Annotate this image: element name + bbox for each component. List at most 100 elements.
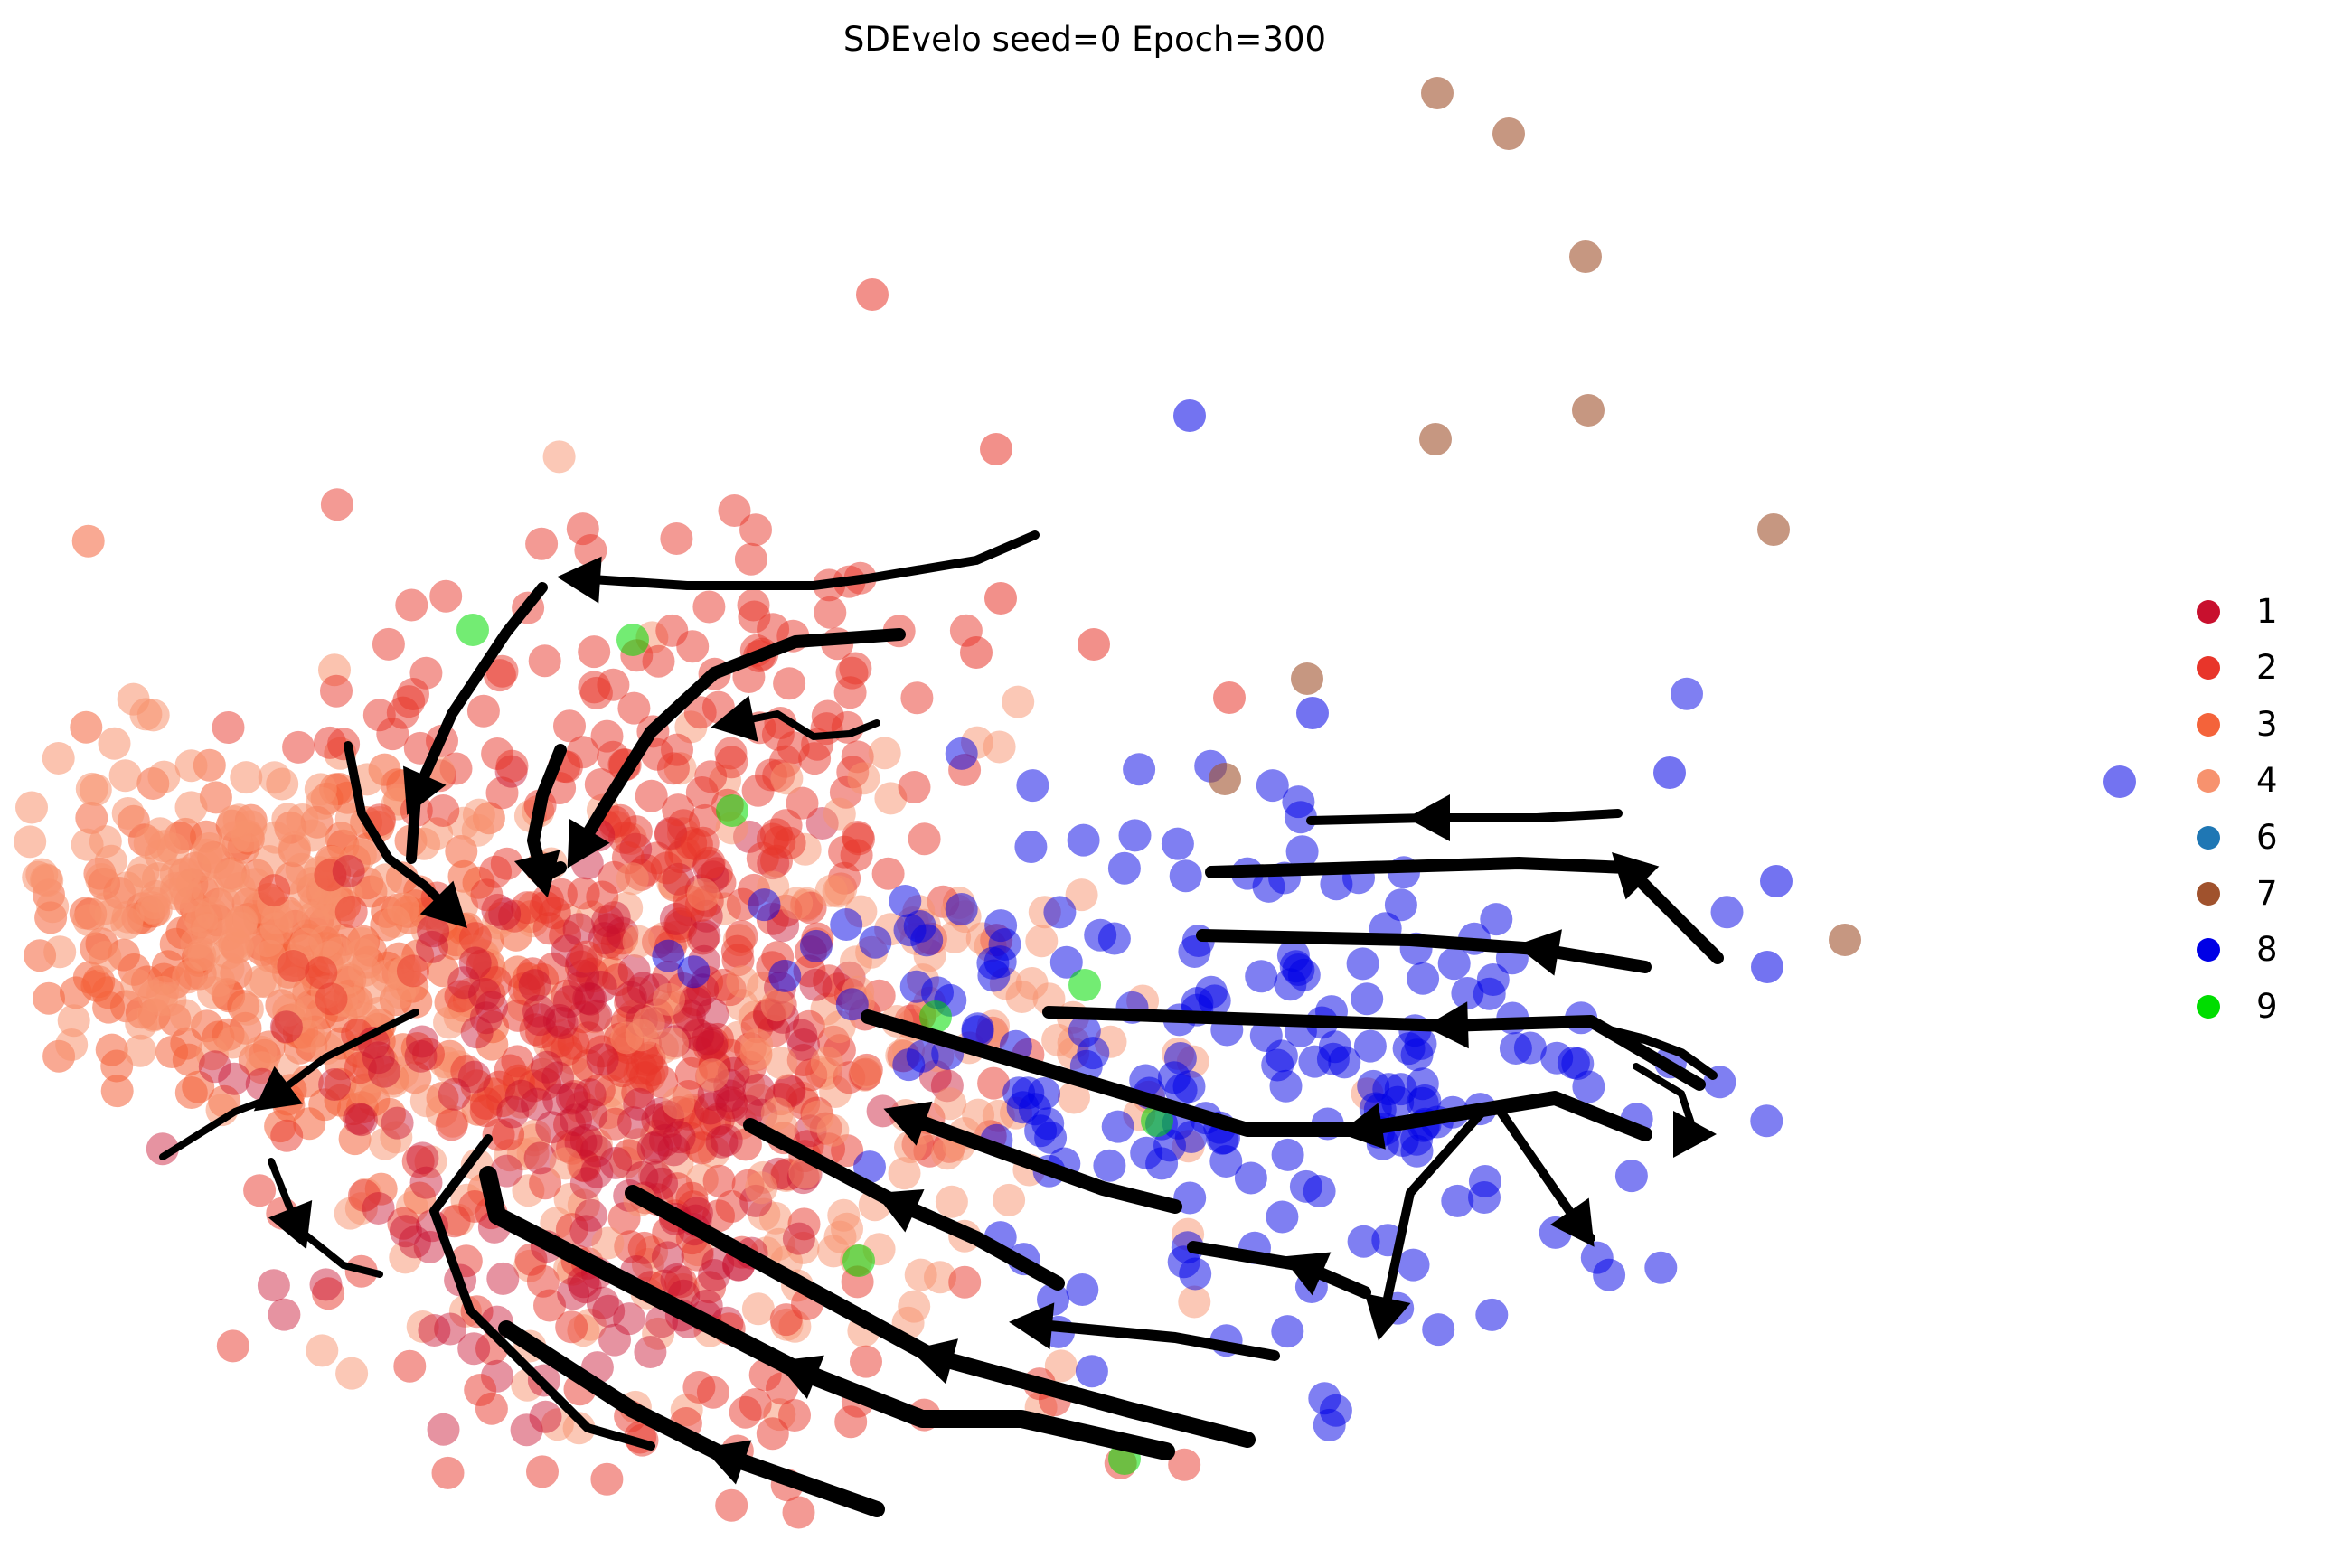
cell-point-1	[634, 1336, 667, 1368]
cell-point-3	[182, 1070, 215, 1103]
cell-point-2	[778, 1399, 811, 1432]
cell-point-8	[1296, 697, 1329, 729]
cell-point-8	[1580, 1241, 1614, 1274]
cell-point-1	[613, 1302, 646, 1336]
cell-point-8	[799, 929, 833, 962]
cell-point-8	[893, 914, 927, 947]
cell-point-2	[412, 1038, 445, 1071]
stream-line	[729, 710, 880, 740]
cell-point-4	[243, 965, 277, 998]
stream-line	[498, 1320, 885, 1517]
cell-point-4	[172, 961, 205, 994]
cell-point-2	[693, 1271, 727, 1304]
cell-point-2	[1078, 628, 1110, 661]
cell-point-2	[438, 1205, 471, 1238]
cell-point-4	[726, 965, 759, 998]
cell-point-1	[510, 1413, 543, 1447]
cell-point-9	[842, 1244, 875, 1277]
cell-point-2	[501, 999, 534, 1032]
cell-point-2	[761, 718, 795, 751]
cell-point-2	[558, 1080, 591, 1113]
cell-point-8	[1313, 1408, 1346, 1441]
cell-point-4	[686, 878, 720, 911]
cell-point-4	[108, 759, 142, 793]
cell-point-1	[362, 1192, 395, 1225]
cell-point-4	[934, 1087, 967, 1121]
cell-point-8	[1441, 1184, 1474, 1217]
velocity-streamlines	[159, 530, 1724, 1517]
cell-point-8	[1101, 1110, 1134, 1143]
cell-point-4	[1025, 925, 1059, 958]
cell-point-2	[635, 779, 668, 812]
cell-point-2	[871, 857, 905, 890]
cell-point-8	[906, 1039, 939, 1073]
cell-point-1	[406, 1141, 439, 1175]
cell-point-4	[217, 1026, 249, 1059]
cell-point-1	[695, 1028, 729, 1062]
cell-point-2	[681, 1238, 714, 1272]
cell-point-8	[1653, 756, 1686, 789]
cell-point-8	[1289, 1169, 1322, 1203]
cell-point-4	[1015, 967, 1049, 1000]
cell-point-4	[962, 1098, 995, 1131]
cell-point-8	[1161, 827, 1194, 860]
cell-point-8	[2103, 765, 2136, 798]
cell-point-2	[835, 656, 869, 690]
cell-point-1	[575, 1098, 608, 1131]
stream-line	[574, 530, 1040, 590]
cell-point-4	[230, 761, 263, 794]
cell-point-1	[579, 999, 613, 1032]
cell-point-1	[692, 1022, 724, 1056]
cell-point-8	[1018, 1093, 1051, 1126]
cell-point-9	[616, 624, 649, 656]
cell-point-4	[610, 1021, 644, 1055]
cell-point-2	[532, 912, 566, 945]
cell-point-2	[444, 980, 477, 1013]
cell-point-9	[1068, 969, 1101, 1001]
stream-line	[1025, 1319, 1280, 1361]
cell-point-4	[519, 1119, 551, 1152]
cell-point-4	[549, 1147, 582, 1180]
cell-point-8	[1285, 835, 1319, 869]
cell-point-4	[868, 737, 901, 770]
cell-point-4	[1044, 1349, 1078, 1383]
cell-point-2	[485, 776, 519, 810]
cell-point-4	[642, 1317, 675, 1350]
cell-point-2	[387, 1207, 420, 1240]
cell-point-2	[813, 964, 846, 998]
cell-point-2	[756, 1417, 789, 1451]
cell-point-3	[447, 859, 481, 893]
cell-point-1	[535, 1111, 569, 1144]
cell-point-8	[1437, 947, 1471, 981]
cell-point-4	[43, 935, 77, 969]
chart-title: SDEvelo seed=0 Epoch=300	[842, 20, 1327, 59]
cell-point-2	[243, 1174, 277, 1207]
cell-point-8	[1271, 1138, 1304, 1171]
cell-point-4	[124, 1034, 157, 1067]
cell-point-2	[792, 1009, 825, 1043]
cell-point-2	[314, 859, 347, 892]
cell-point-1	[409, 1166, 443, 1199]
legend-label: 9	[2256, 986, 2278, 1026]
cell-point-2	[431, 1456, 465, 1489]
cell-point-8	[1476, 963, 1510, 996]
cell-point-4	[180, 926, 213, 960]
cell-point-1	[457, 1332, 491, 1366]
cell-point-1	[486, 1262, 520, 1295]
cell-point-1	[787, 1028, 820, 1061]
cell-point-2	[686, 826, 720, 859]
cell-point-2	[529, 1167, 562, 1200]
cell-point-1	[542, 1003, 576, 1037]
cell-point-2	[660, 522, 693, 555]
cell-point-2	[450, 1055, 484, 1088]
cell-point-8	[1407, 962, 1440, 995]
cell-point-8	[1209, 1145, 1243, 1178]
cell-point-1	[269, 1010, 303, 1044]
cell-point-4	[823, 797, 856, 831]
cell-point-4	[136, 891, 169, 925]
cell-point-2	[597, 740, 630, 774]
cell-point-8	[1067, 823, 1100, 857]
stream-line	[344, 741, 456, 917]
cell-point-1	[573, 1078, 607, 1112]
cell-point-1	[710, 1123, 743, 1157]
